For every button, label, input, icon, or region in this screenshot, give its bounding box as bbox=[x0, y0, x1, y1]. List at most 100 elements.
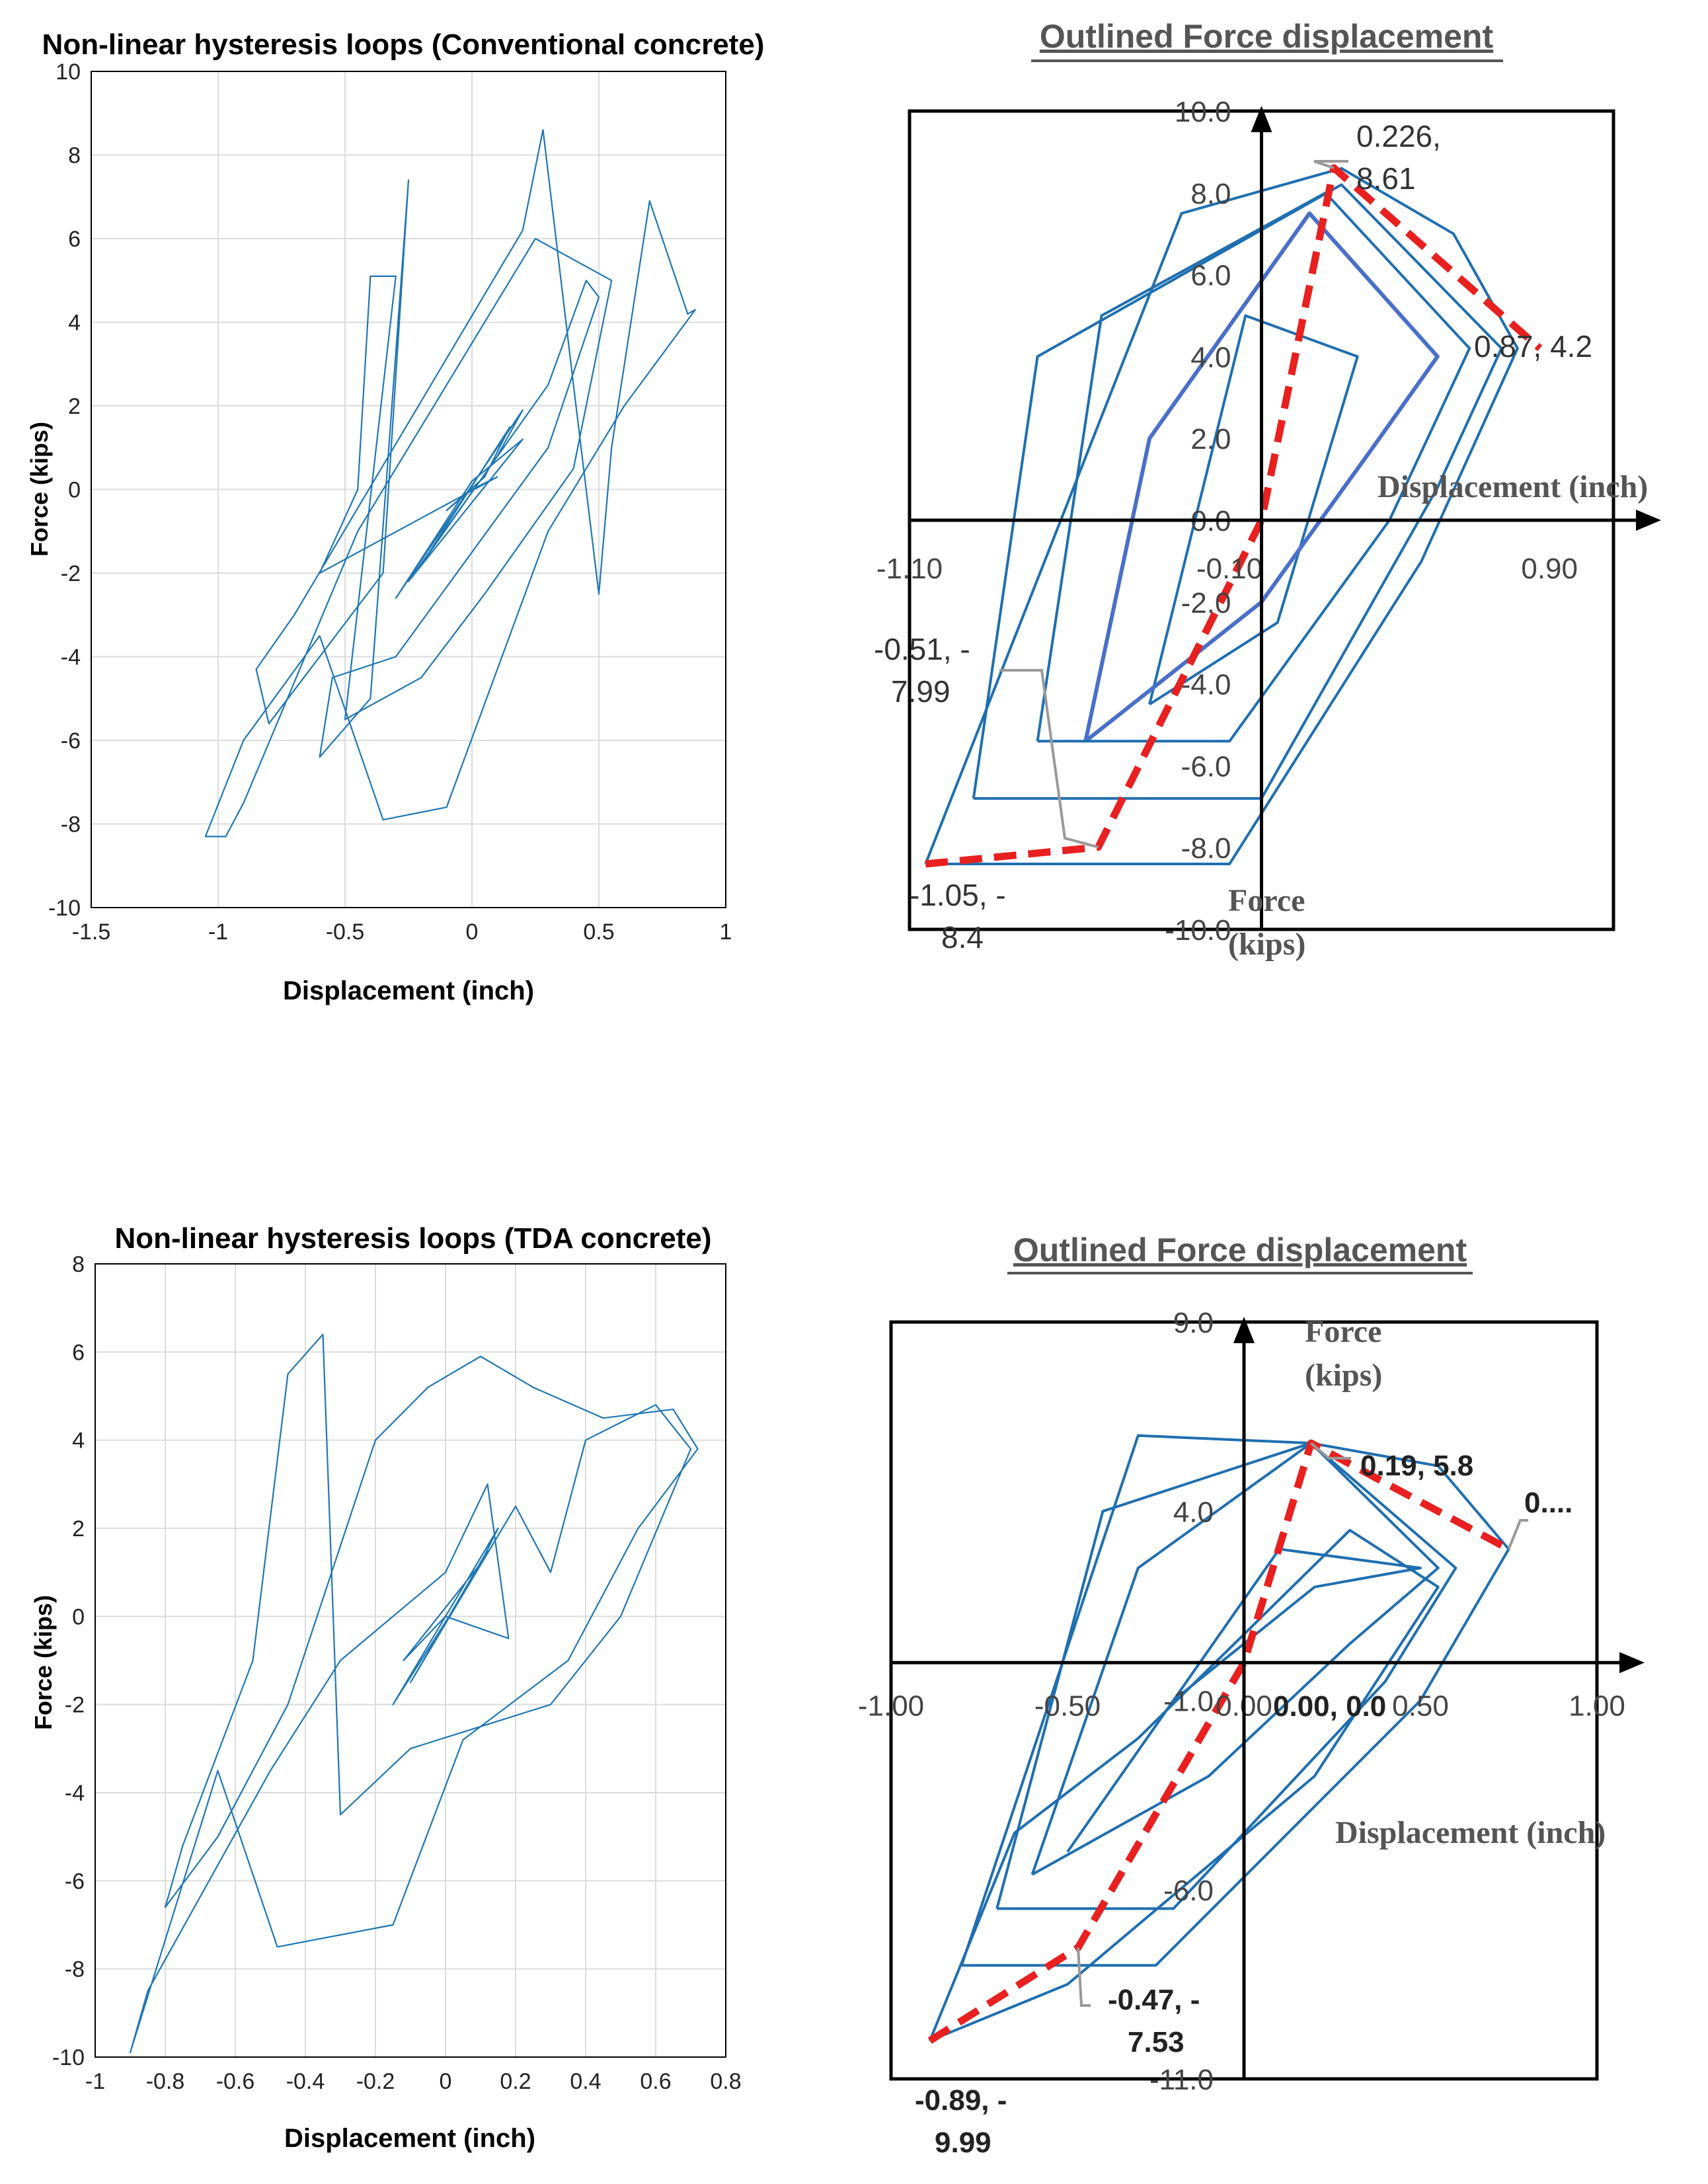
series-hysteresis bbox=[129, 1333, 699, 2054]
data-label-line2: 8.4 bbox=[941, 920, 984, 955]
y-tick-label: -8.0 bbox=[1181, 832, 1231, 865]
x-tick-label: 0.8 bbox=[710, 2069, 741, 2094]
y-tick-label: 0 bbox=[68, 478, 81, 503]
y-tick-label: -6 bbox=[65, 1869, 85, 1894]
data-label-line2: 7.53 bbox=[1128, 2026, 1184, 2058]
chart-title: Outlined Force displacement bbox=[1040, 18, 1494, 55]
data-label: -0.51, - bbox=[874, 632, 970, 666]
series-loop5 bbox=[928, 1528, 1440, 2043]
data-label-line2: 7.99 bbox=[891, 674, 951, 709]
y-axis-title: Force bbox=[1305, 1314, 1381, 1349]
y-tick-label: -8 bbox=[65, 1957, 85, 1982]
y-tick-label: 0 bbox=[72, 1604, 85, 1629]
x-tick-label: 0.90 bbox=[1521, 553, 1578, 585]
y-tick-label: -10 bbox=[48, 896, 81, 921]
y-tick-label: -4.0 bbox=[1181, 669, 1231, 701]
data-label: 0.... bbox=[1524, 1487, 1572, 1519]
y-tick-label: -6 bbox=[61, 728, 81, 754]
y-tick-label: 8 bbox=[72, 1252, 85, 1277]
x-tick-label: -0.6 bbox=[216, 2069, 255, 2094]
x-axis-arrow bbox=[1619, 1652, 1645, 1674]
x-axis-label: Displacement (inch) bbox=[284, 2124, 535, 2153]
series-loop3 bbox=[1036, 191, 1471, 743]
y-tick-label: 10.0 bbox=[1175, 96, 1231, 128]
y-tick-label: -4 bbox=[65, 1781, 85, 1806]
y-tick-label: 8 bbox=[68, 143, 81, 169]
x-tick-label: -1 bbox=[85, 2069, 105, 2094]
y-tick-label: -10 bbox=[52, 2045, 85, 2070]
y-tick-label: 2 bbox=[68, 394, 81, 419]
y-tick-label: 4.0 bbox=[1173, 1496, 1214, 1528]
chart-title: Outlined Force displacement bbox=[1013, 1231, 1467, 1268]
y-axis-arrow bbox=[1251, 106, 1272, 132]
x-tick-label: -0.8 bbox=[146, 2069, 185, 2094]
x-axis-arrow bbox=[1636, 510, 1661, 531]
y-tick-label: -1.0 bbox=[1163, 1686, 1214, 1718]
y-tick-label: 4 bbox=[72, 1428, 85, 1454]
y-axis-title-unit: (kips) bbox=[1228, 927, 1305, 962]
data-label: -0.89, - bbox=[915, 2084, 1007, 2117]
y-tick-label: -11.0 bbox=[1149, 2064, 1214, 2096]
x-tick-label: -1 bbox=[208, 919, 228, 945]
data-label-line2: 9.99 bbox=[935, 2126, 991, 2159]
annotation-leader bbox=[1507, 1519, 1528, 1550]
y-tick-label: -2 bbox=[61, 561, 81, 586]
y-tick-label: 6.0 bbox=[1190, 260, 1231, 292]
annotation-leader bbox=[1077, 1947, 1091, 2007]
y-tick-label: 4.0 bbox=[1190, 341, 1231, 373]
y-tick-label: 8.0 bbox=[1190, 178, 1231, 210]
chart-tda-hysteresis: Non-linear hysteresis loops (TDA concret… bbox=[30, 1222, 742, 2153]
plot-frame bbox=[91, 71, 726, 908]
y-tick-label: 10 bbox=[56, 59, 81, 85]
x-tick-label: 0.4 bbox=[570, 2069, 601, 2094]
data-label: 0.19, 5.8 bbox=[1360, 1450, 1473, 1482]
data-label: 0.226, bbox=[1356, 119, 1441, 153]
y-tick-label: -6.0 bbox=[1163, 1875, 1214, 1907]
x-tick-label: -1.00 bbox=[858, 1690, 924, 1722]
data-label-line2: 8.61 bbox=[1356, 161, 1416, 196]
series-loop2 bbox=[1030, 1442, 1440, 1876]
y-tick-label: 6 bbox=[72, 1340, 85, 1365]
plot-frame bbox=[95, 1263, 726, 2058]
x-tick-label: 0.50 bbox=[1392, 1690, 1449, 1722]
x-tick-label: -0.5 bbox=[326, 919, 365, 945]
y-tick-label: -10.0 bbox=[1165, 914, 1231, 947]
series-envelope bbox=[927, 1439, 1511, 2044]
x-tick-label: -1.10 bbox=[876, 553, 943, 585]
x-tick-label: -0.4 bbox=[286, 2069, 325, 2094]
y-tick-label: 2 bbox=[72, 1516, 85, 1541]
x-tick-label: 0.6 bbox=[640, 2069, 671, 2094]
chart-outlined-tda: Outlined Force displacement 9.0 4.0 -1.0 -6… bbox=[858, 1231, 1645, 2159]
y-axis-arrow bbox=[1233, 1317, 1255, 1343]
chart-conventional-hysteresis: Non-linear hysteresis loops (Conventiona… bbox=[26, 28, 764, 1005]
series-loop4 bbox=[960, 1434, 1510, 1967]
x-axis-title: Displacement (inch) bbox=[1335, 1815, 1606, 1850]
x-tick-label: 0 bbox=[440, 2069, 452, 2094]
series-envelope bbox=[925, 164, 1543, 868]
chart-title: Non-linear hysteresis loops (TDA concret… bbox=[114, 1222, 711, 1255]
x-tick-label: -0.50 bbox=[1034, 1690, 1101, 1722]
annotation-leader bbox=[1313, 160, 1348, 169]
chart-outlined-conventional: Outlined Force displacement 10.0 8.0 6.0 4.… bbox=[874, 18, 1661, 962]
y-tick-label: -4 bbox=[61, 645, 81, 670]
y-axis-label: Force (kips) bbox=[26, 422, 53, 557]
x-tick-label: 0 bbox=[466, 919, 479, 945]
y-axis-label: Force (kips) bbox=[30, 1595, 57, 1730]
y-axis-title: Force bbox=[1228, 883, 1305, 918]
x-tick-label: 0.2 bbox=[500, 2069, 531, 2094]
chart-title: Non-linear hysteresis loops (Conventiona… bbox=[42, 28, 765, 61]
data-label: -1.05, - bbox=[910, 878, 1006, 912]
y-tick-label: 2.0 bbox=[1190, 423, 1231, 455]
x-axis-label: Displacement (inch) bbox=[283, 976, 534, 1005]
data-label: 0.87, 4.2 bbox=[1474, 329, 1592, 364]
x-tick-label: -0.2 bbox=[356, 2069, 395, 2094]
series-hysteresis bbox=[204, 129, 697, 838]
series-loop1 bbox=[1148, 314, 1359, 706]
x-tick-label: -0.10 bbox=[1196, 553, 1262, 585]
y-tick-label: -2 bbox=[65, 1693, 85, 1718]
annotation-leader bbox=[1310, 1442, 1351, 1460]
y-tick-label: 6 bbox=[68, 227, 81, 252]
annotation-leader bbox=[999, 669, 1099, 849]
y-axis-title-unit: (kips) bbox=[1305, 1358, 1382, 1393]
